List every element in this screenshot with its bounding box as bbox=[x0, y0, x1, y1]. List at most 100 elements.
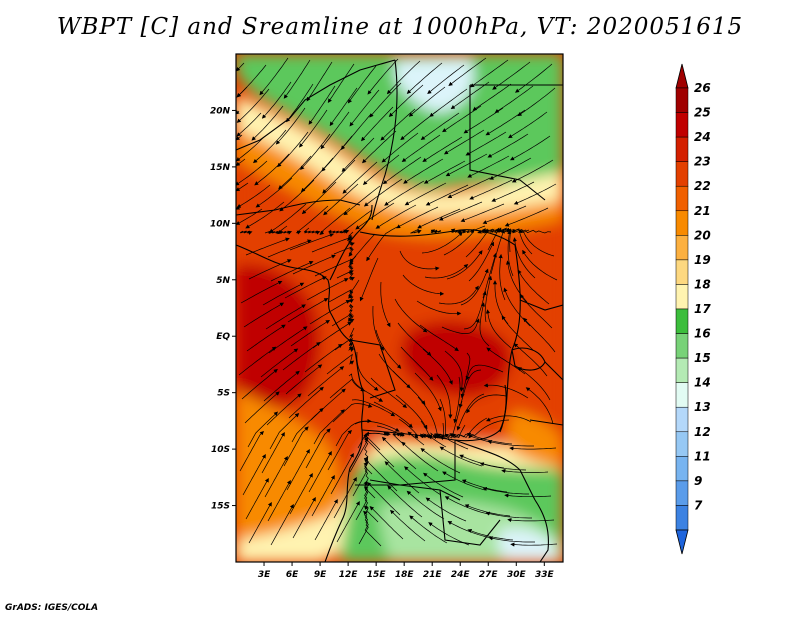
streamline bbox=[264, 455, 288, 498]
lon-tick-label: 24E bbox=[451, 570, 471, 580]
south-atlantic-orange bbox=[236, 390, 342, 548]
streamline bbox=[333, 246, 354, 257]
colorbar-segment bbox=[675, 235, 689, 261]
streamline bbox=[501, 468, 549, 474]
streamline bbox=[348, 279, 360, 304]
streamline bbox=[366, 431, 389, 451]
streamline bbox=[263, 370, 300, 402]
streamline bbox=[427, 64, 465, 95]
streamline bbox=[494, 85, 534, 113]
streamline bbox=[513, 343, 548, 377]
streamline bbox=[460, 352, 471, 399]
lon-tick-label: 15E bbox=[367, 570, 387, 580]
streamline bbox=[416, 300, 462, 316]
streamline bbox=[373, 401, 413, 428]
streamline bbox=[492, 61, 531, 90]
streamline bbox=[241, 368, 278, 400]
streamline bbox=[310, 388, 346, 421]
streamline bbox=[458, 369, 482, 409]
lon-tick-label: 3E bbox=[258, 570, 271, 580]
streamline bbox=[236, 158, 246, 167]
streamline bbox=[240, 280, 283, 304]
streamline bbox=[409, 515, 448, 544]
streamline bbox=[388, 84, 424, 118]
streamline bbox=[356, 351, 379, 391]
streamline bbox=[348, 303, 354, 322]
streamline bbox=[369, 82, 402, 118]
streamline bbox=[509, 446, 557, 451]
streamline bbox=[414, 372, 442, 412]
colorbar-label: 15 bbox=[694, 351, 711, 365]
streamline bbox=[482, 205, 527, 224]
streamline bbox=[239, 430, 265, 472]
streamline bbox=[238, 346, 277, 376]
streamline bbox=[487, 440, 534, 447]
streamline bbox=[289, 233, 334, 251]
streamline bbox=[384, 461, 420, 494]
coastline-gulf-of-guinea bbox=[236, 244, 364, 562]
streamline bbox=[305, 428, 331, 469]
streamline bbox=[422, 348, 453, 385]
streamline bbox=[518, 229, 555, 257]
streamline bbox=[460, 203, 505, 222]
streamline bbox=[469, 179, 513, 200]
streamline bbox=[363, 510, 382, 547]
streamline bbox=[327, 429, 353, 471]
streamline bbox=[517, 87, 556, 117]
streamline bbox=[282, 341, 321, 371]
colorbar-label: 13 bbox=[694, 400, 711, 414]
streamline bbox=[296, 205, 329, 235]
border-angola bbox=[361, 429, 456, 486]
colorbar-segment bbox=[675, 505, 689, 531]
streamline bbox=[389, 509, 426, 542]
streamline bbox=[236, 64, 267, 98]
streamline bbox=[236, 182, 249, 192]
map-title: WBPT [C] and Sreamline at 1000hPa, VT: 2… bbox=[56, 14, 744, 40]
colorbar-label: 26 bbox=[694, 81, 711, 95]
streamline bbox=[343, 185, 381, 216]
streamline bbox=[504, 493, 552, 498]
colorbar-segment bbox=[675, 308, 689, 334]
streamline bbox=[286, 448, 310, 491]
streamline bbox=[236, 112, 262, 137]
map-frame bbox=[235, 53, 564, 563]
streamline bbox=[287, 298, 329, 323]
streamline bbox=[456, 393, 485, 431]
streamline bbox=[267, 239, 312, 258]
border-car bbox=[359, 229, 516, 246]
colorbar-segment bbox=[675, 259, 689, 285]
lat-tick-label: 5N bbox=[216, 276, 230, 286]
colorbar-segment bbox=[675, 185, 689, 212]
streamline bbox=[361, 106, 394, 142]
streamline bbox=[333, 476, 357, 519]
lat-tick-label: 10N bbox=[210, 219, 231, 229]
streamline bbox=[248, 259, 292, 280]
lon-tick-label: 18E bbox=[395, 570, 415, 580]
streamline bbox=[265, 304, 306, 330]
streamline bbox=[447, 177, 491, 198]
streamline bbox=[504, 207, 549, 227]
streamline bbox=[465, 364, 504, 381]
streamline bbox=[254, 153, 290, 186]
colorbar-segment bbox=[675, 136, 689, 162]
streamline bbox=[468, 419, 510, 439]
streamline bbox=[508, 111, 548, 139]
latitude-axis: 20N 15N 10N 5N EQ 5S 10S 15S bbox=[210, 106, 236, 512]
streamline bbox=[266, 393, 302, 426]
streamline bbox=[240, 230, 253, 235]
streamline bbox=[392, 432, 404, 444]
north-yellow-band bbox=[236, 95, 563, 215]
streamlines bbox=[236, 57, 558, 547]
streamline bbox=[252, 129, 287, 164]
streamline bbox=[443, 129, 485, 155]
streamline bbox=[248, 501, 272, 544]
longitude-axis: 3E 6E 9E 12E 15E 18E 21E 24E 27E 30E 33E bbox=[258, 562, 554, 580]
streamline bbox=[277, 131, 309, 168]
colorbar-bottom-arrow bbox=[675, 529, 689, 555]
streamline bbox=[312, 321, 352, 349]
lat-tick-label: 15S bbox=[211, 502, 230, 512]
streamline bbox=[408, 86, 446, 117]
streamline bbox=[509, 135, 551, 161]
border-niger-nigeria bbox=[236, 209, 276, 216]
footer-credit: GrADS: IGES/COLA bbox=[5, 603, 99, 613]
